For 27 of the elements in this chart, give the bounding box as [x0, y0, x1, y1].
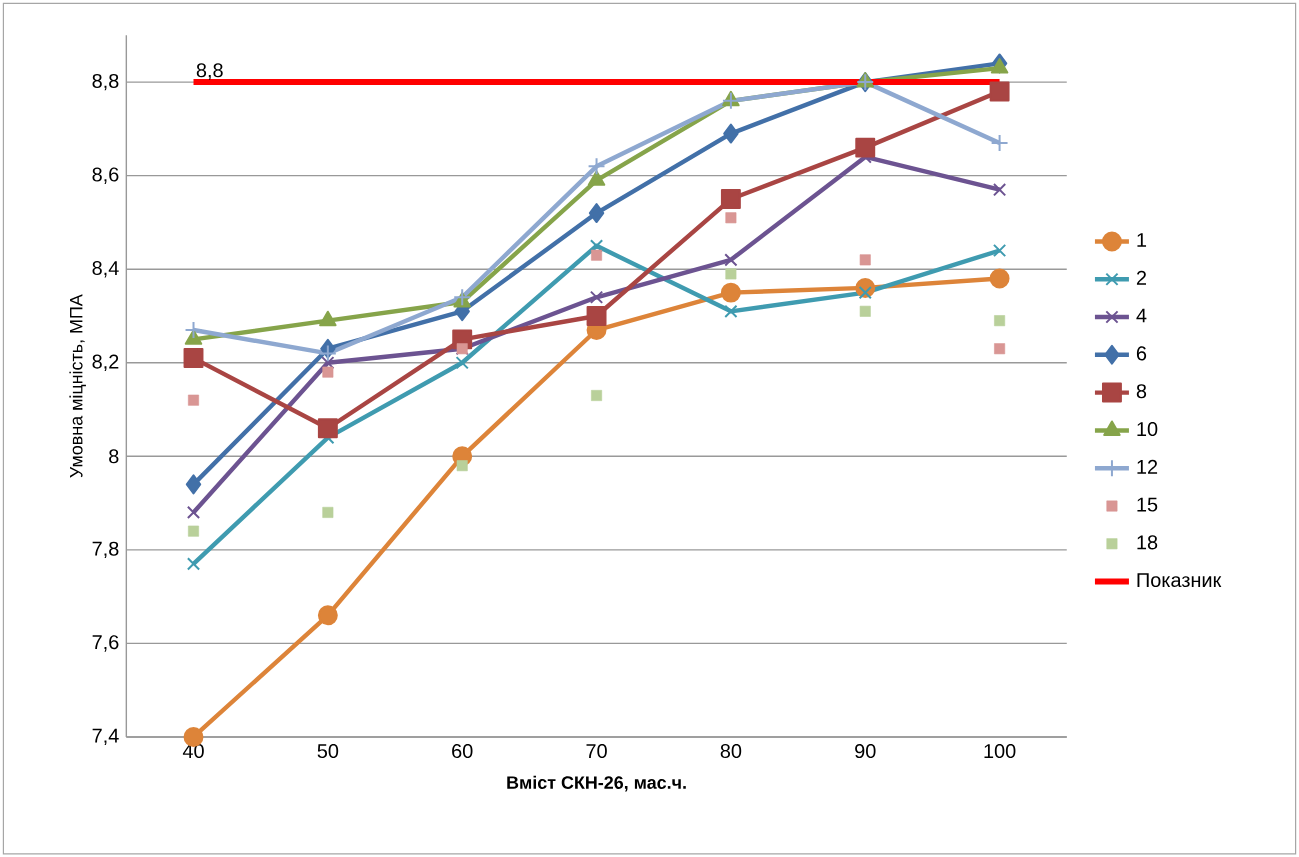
legend-label: 2 — [1136, 270, 1147, 285]
x-axis-title: Вміст СКН-26, мас.ч. — [507, 775, 686, 792]
legend-label: Показник — [1137, 573, 1222, 587]
legend-label: 12 — [1137, 459, 1158, 474]
y-tick-label: 8,2 — [92, 354, 119, 371]
data-label: 8,8 — [196, 63, 223, 80]
y-tick-label: 8,6 — [92, 167, 119, 184]
x-tick-label: 100 — [984, 743, 1016, 758]
y-tick-label: 8,8 — [92, 73, 119, 91]
x-tick-label: 80 — [720, 743, 742, 758]
y-tick-label: 7,4 — [92, 728, 119, 745]
legend-label: 8 — [1136, 384, 1147, 399]
legend-label: 1 — [1137, 233, 1147, 247]
y-tick-label: 8 — [109, 449, 119, 464]
legend-label: 6 — [1136, 346, 1147, 361]
legend-label: 18 — [1137, 535, 1158, 550]
x-tick-label: 60 — [452, 743, 473, 758]
legend-label: 4 — [1136, 308, 1147, 323]
x-tick-label: 50 — [317, 743, 339, 758]
y-axis-title: Умовна міцність, МПА — [69, 294, 86, 478]
legend-label: 15 — [1137, 497, 1158, 512]
x-tick-label: 90 — [855, 743, 876, 758]
y-tick-label: 7,8 — [92, 541, 119, 558]
legend-label: 10 — [1137, 421, 1158, 436]
y-tick-label: 8,4 — [92, 260, 119, 278]
x-tick-label: 70 — [586, 743, 607, 758]
y-tick-label: 7,6 — [92, 635, 119, 652]
